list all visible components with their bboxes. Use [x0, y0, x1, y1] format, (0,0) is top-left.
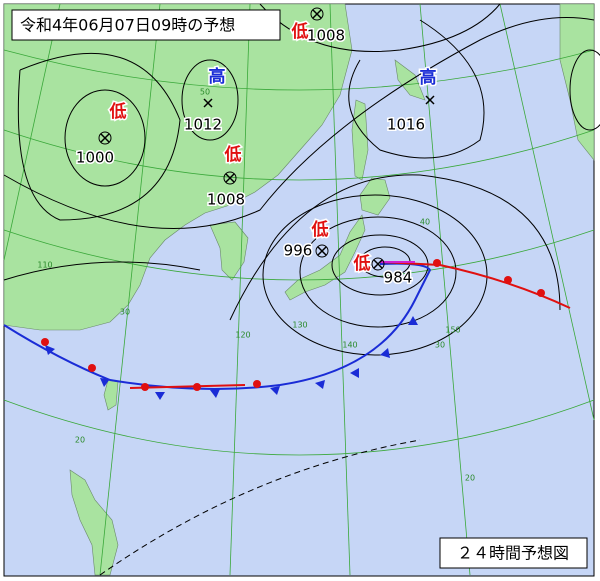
center-cross — [317, 246, 327, 256]
grid-label: 30 — [435, 341, 445, 350]
center-circle — [315, 244, 329, 258]
grid-label: 140 — [342, 341, 357, 350]
pressure-value: 984 — [384, 269, 413, 287]
center-circle — [310, 7, 324, 21]
grid-label: 20 — [465, 474, 475, 483]
pressure-value: 996 — [284, 242, 313, 260]
pressure-value: 1012 — [184, 116, 222, 134]
grid-label: 50 — [200, 88, 210, 97]
lat-lon-grid — [3, 3, 595, 576]
title-box — [11, 9, 281, 41]
center-cross — [225, 173, 235, 183]
center-cross — [425, 95, 435, 105]
center-cross — [312, 9, 322, 19]
forecast-label: ２４時間予想図 — [457, 544, 569, 563]
grid-label: 110 — [37, 261, 52, 270]
center-circle — [371, 257, 385, 271]
high-label: 高 — [209, 66, 226, 87]
title: 令和4年06月07日09時の予想 — [20, 16, 235, 35]
pressure-value: 1000 — [76, 149, 114, 167]
center-circle — [98, 131, 112, 145]
low-label: 低 — [311, 219, 329, 240]
center-cross — [203, 98, 213, 108]
grid-label: 30 — [120, 308, 130, 317]
low-label: 低 — [109, 101, 127, 122]
pressure-value: 1008 — [207, 191, 245, 209]
grid-label: 120 — [235, 331, 250, 340]
low-label: 低 — [291, 21, 309, 42]
isobars — [3, 3, 600, 576]
center-cross — [100, 133, 110, 143]
center-cross — [373, 259, 383, 269]
grid-label: 130 — [292, 321, 307, 330]
low-label: 低 — [224, 144, 242, 165]
grid-label: 150 — [445, 326, 460, 335]
center-circle — [223, 171, 237, 185]
low-label: 低 — [353, 253, 371, 274]
fronts — [3, 259, 571, 400]
footer-box — [439, 537, 588, 569]
grid-label: 40 — [420, 218, 430, 227]
land — [3, 3, 595, 576]
pressure-value: 1008 — [307, 27, 345, 45]
pressure-value: 1016 — [387, 116, 425, 134]
grid-label: 20 — [75, 436, 85, 445]
high-label: 高 — [420, 67, 437, 88]
